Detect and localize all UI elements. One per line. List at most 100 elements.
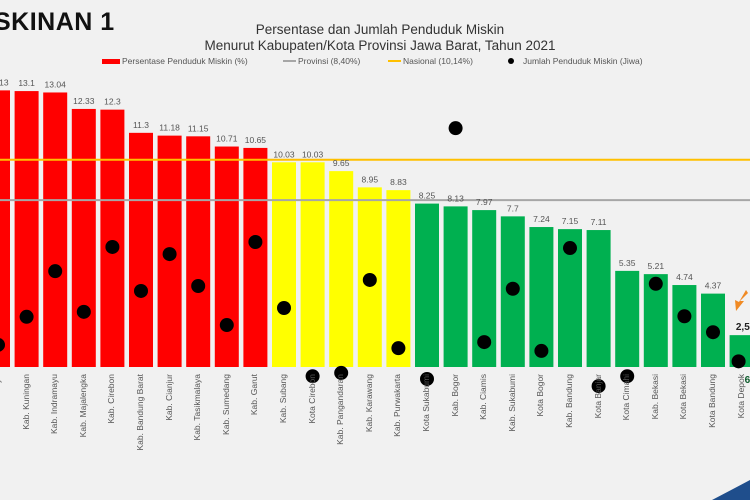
decorative-curve	[712, 480, 750, 500]
data-label: 13.13	[0, 77, 9, 87]
x-tick-label: Kab. Purwakarta	[392, 374, 403, 437]
data-label: 11.18	[159, 123, 180, 133]
bar	[43, 92, 68, 368]
legend-swatch-bar	[102, 58, 120, 64]
data-label: 11.15	[188, 123, 209, 133]
population-dot	[534, 343, 549, 358]
data-label: 11.3	[133, 120, 149, 130]
data-label: 8.13	[447, 193, 464, 203]
data-label: 10.71	[216, 134, 238, 144]
bar	[214, 146, 239, 367]
x-tick-label: Kab. Sumedang	[220, 374, 231, 435]
data-label: 7.97	[476, 197, 493, 207]
data-label: 13.04	[45, 79, 67, 89]
population-dot	[334, 365, 349, 380]
legend-swatch-dot	[508, 58, 514, 64]
x-tick-label: Kab. Pangandaran	[335, 374, 346, 445]
data-label: 12.3	[104, 97, 121, 107]
population-dot	[305, 369, 320, 384]
section-heading: SKINAN 1	[0, 8, 115, 36]
bar	[71, 108, 96, 367]
population-dot	[477, 335, 492, 350]
population-dot	[277, 301, 291, 315]
bar	[243, 147, 268, 367]
x-tick-label: Kota Banjar	[592, 374, 603, 419]
legend-label: Persentase Penduduk Miskin (%)	[122, 56, 248, 66]
x-tick-label: Kota Bogor	[535, 374, 546, 417]
data-label: 12.33	[73, 96, 95, 106]
population-dot	[248, 235, 263, 249]
population-dot	[677, 309, 692, 324]
bar	[300, 162, 325, 367]
population-dot	[420, 371, 434, 386]
data-label: 7.11	[591, 217, 607, 227]
x-tick-label: Kota Bekasi	[678, 374, 689, 420]
data-label: 10.65	[245, 135, 267, 145]
x-tick-label: Kab. Tasikmalaya	[192, 374, 203, 441]
data-label: 10.03	[273, 149, 295, 159]
data-label: 5.35	[619, 258, 636, 268]
population-dot	[219, 318, 234, 333]
population-dot	[362, 272, 377, 287]
data-label: 2,58	[736, 322, 750, 333]
arrow-icon	[735, 290, 748, 311]
population-dot	[191, 279, 206, 293]
population-dot	[0, 338, 5, 352]
x-tick-label: Kota Cimahi	[621, 374, 632, 421]
legend-label: Nasional (10,14%)	[403, 56, 473, 66]
population-dot	[134, 283, 148, 298]
x-tick-label: Kab. Bogor	[449, 374, 460, 417]
data-label: 13.1	[18, 78, 35, 88]
population-dot	[391, 341, 406, 356]
bar	[615, 270, 640, 367]
data-label: 8.83	[390, 177, 407, 187]
x-tick-label: Kota Depok	[735, 374, 746, 419]
legend-swatch-line	[283, 60, 296, 62]
population-dot	[48, 264, 63, 279]
data-label: 9.65	[333, 158, 350, 168]
bar	[672, 285, 697, 367]
population-dot	[620, 369, 635, 384]
data-label: 8.25	[419, 191, 436, 201]
bar	[415, 203, 439, 367]
x-tick-label: Kab. Cianjur	[163, 374, 174, 421]
x-tick-label: Kab. Garut	[249, 374, 260, 416]
bar	[272, 162, 296, 367]
legend-item-percent: Persentase Penduduk Miskin (%)	[102, 56, 248, 66]
population-dot	[505, 281, 520, 296]
population-dot	[19, 309, 34, 324]
population-dot	[706, 325, 720, 340]
bar	[443, 206, 468, 367]
population-dot	[448, 121, 463, 136]
population-dot	[162, 247, 177, 262]
x-tick-label: Kab. Subang	[278, 374, 288, 424]
x-tick-label: Kota Sukabumi	[421, 374, 431, 432]
x-tick-label: Kab. Bekasi	[649, 374, 660, 420]
population-dot	[648, 276, 663, 291]
data-label: 8.95	[362, 174, 379, 184]
legend-label: Provinsi (8,40%)	[298, 56, 361, 66]
x-tick-label: Kab. Sukabumi	[506, 374, 517, 432]
x-tick-label: Kab. Majalengka	[77, 374, 88, 438]
x-tick-label: Kab. Karawang	[363, 374, 374, 433]
legend: Persentase Penduduk Miskin (%) Provinsi …	[0, 56, 750, 70]
bar	[100, 109, 125, 367]
x-tick-label: Kab. Kuningan	[20, 374, 31, 430]
data-label: 10.03	[302, 149, 324, 159]
x-tick-label: Kota Tasikmalaya	[0, 374, 2, 441]
legend-label: Jumlah Penduduk Miskin (Jiwa)	[523, 56, 643, 66]
bar	[529, 227, 554, 367]
population-dot	[563, 241, 577, 256]
legend-item-dots: Jumlah Penduduk Miskin (Jiwa)	[508, 56, 643, 66]
x-tick-label: Kab. Cirebon	[106, 374, 117, 424]
legend-swatch-line	[388, 60, 401, 62]
legend-item-provinsi: Provinsi (8,40%)	[283, 56, 360, 66]
data-label: 7.24	[533, 214, 550, 224]
bar	[586, 230, 611, 367]
population-dot	[76, 304, 91, 319]
data-label: 7.15	[562, 216, 579, 226]
chart-subtitle: Menurut Kabupaten/Kota Provinsi Jawa Bar…	[204, 38, 556, 53]
population-dot	[105, 239, 120, 254]
x-tick-label: Kab. Bandung	[564, 374, 574, 428]
